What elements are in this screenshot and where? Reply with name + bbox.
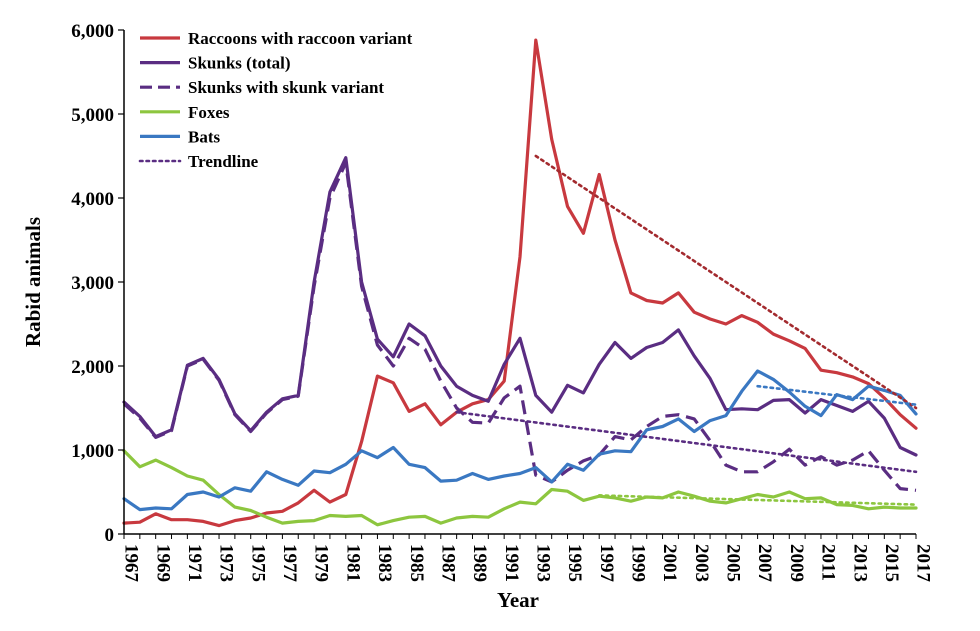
legend-label: Raccoons with raccoon variant [188, 29, 413, 48]
y-axis-title: Rabid animals [21, 217, 45, 347]
x-tick-label: 2011 [818, 544, 839, 581]
legend: Raccoons with raccoon variant Skunks (tot… [138, 29, 413, 171]
x-tick-label: 1977 [279, 544, 300, 583]
trendline-4 [597, 494, 918, 506]
series-line-4 [122, 449, 918, 527]
x-tick-label: 1993 [532, 544, 553, 582]
x-tick-label: 1967 [121, 544, 142, 583]
y-tick-label: 4,000 [71, 189, 114, 210]
x-tick-label: 2001 [659, 544, 680, 582]
x-tick-label: 2009 [786, 544, 807, 582]
x-tick-label: 2017 [913, 544, 934, 583]
series-line-5 [122, 369, 918, 512]
x-axis-ticks: 1967 1969 1971 1973 1975 1977 1979 1981 1983 1985… [121, 534, 934, 583]
x-tick-label: 1987 [437, 544, 458, 583]
y-tick-label: 0 [105, 525, 115, 546]
trendlines [455, 154, 918, 506]
series-line-3 [122, 161, 917, 492]
x-tick-label: 1997 [596, 544, 617, 583]
x-tick-label: 2003 [691, 544, 712, 582]
legend-label: Bats [188, 127, 221, 146]
legend-label: Skunks (total) [188, 54, 291, 73]
x-tick-label: 1991 [501, 544, 522, 582]
y-tick-label: 2,000 [71, 357, 114, 378]
x-tick-label: 1979 [311, 544, 332, 582]
y-tick-label: 5,000 [71, 105, 114, 126]
x-tick-label: 1981 [342, 544, 363, 582]
x-tick-label: 1985 [406, 544, 427, 582]
x-tick-label: 2013 [849, 544, 870, 582]
legend-label: Foxes [188, 103, 230, 122]
y-tick-label: 1,000 [71, 441, 114, 462]
x-tick-label: 2015 [881, 544, 902, 582]
x-tick-label: 1989 [469, 544, 490, 582]
x-tick-label: 1995 [564, 544, 585, 582]
x-tick-label: 2005 [723, 544, 744, 582]
x-tick-label: 1971 [184, 544, 205, 582]
trendline-2 [455, 410, 918, 474]
legend-label: Skunks with skunk variant [188, 78, 384, 97]
trendline-3 [756, 384, 918, 406]
legend-label: Trendline [188, 152, 259, 171]
x-tick-label: 1969 [152, 544, 173, 582]
x-axis-title: Year [497, 588, 539, 612]
x-tick-label: 1975 [247, 544, 268, 582]
series-line-2 [122, 156, 918, 457]
y-tick-label: 6,000 [71, 21, 114, 42]
series-line-1 [122, 38, 918, 528]
y-axis-ticks: 0 1,000 2,000 3,000 4,000 5,000 6,000 [71, 21, 124, 546]
trendline-1 [534, 154, 918, 410]
y-tick-label: 3,000 [71, 273, 114, 294]
x-tick-label: 2007 [754, 544, 775, 583]
x-tick-label: 1983 [374, 544, 395, 582]
plot-lines [122, 38, 918, 528]
x-tick-label: 1973 [216, 544, 237, 582]
x-tick-label: 1999 [628, 544, 649, 582]
